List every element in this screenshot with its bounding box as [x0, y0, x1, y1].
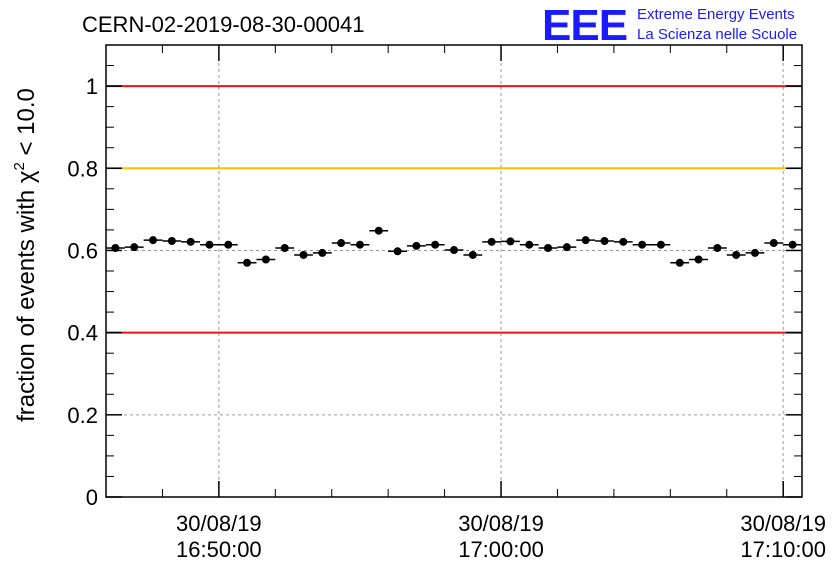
- data-point: [576, 236, 596, 245]
- data-marker: [487, 237, 496, 246]
- data-point: [294, 250, 313, 259]
- y-axis-label-symbol: χ: [13, 170, 40, 183]
- data-marker: [318, 248, 327, 257]
- data-marker: [355, 240, 364, 249]
- data-marker: [205, 240, 214, 249]
- data-point: [275, 243, 295, 252]
- data-marker: [619, 237, 628, 246]
- data-point: [557, 243, 577, 252]
- data-marker: [374, 226, 383, 235]
- data-point: [406, 241, 426, 250]
- data-marker: [130, 243, 139, 252]
- x-tick-time: 16:50:00: [176, 537, 262, 562]
- data-point: [181, 237, 201, 246]
- data-point: [425, 240, 445, 249]
- y-tick-label: 0.6: [67, 238, 98, 263]
- data-point: [783, 240, 802, 249]
- y-axis-label-sup: 2: [11, 162, 28, 170]
- x-tick-time: 17:00:00: [458, 537, 544, 562]
- data-point: [519, 240, 539, 249]
- data-marker: [675, 258, 684, 267]
- data-point: [651, 240, 671, 249]
- data-point: [613, 237, 633, 246]
- data-point: [312, 248, 332, 257]
- data-point: [707, 243, 727, 252]
- data-point: [143, 236, 163, 245]
- data-marker: [694, 255, 703, 264]
- data-point: [501, 237, 520, 246]
- data-marker: [261, 255, 270, 264]
- data-point: [726, 250, 746, 259]
- data-marker: [525, 240, 534, 249]
- data-marker: [788, 240, 797, 249]
- y-axis-label-main: fraction of events with: [13, 183, 40, 422]
- data-marker: [299, 250, 308, 259]
- y-axis-label: fraction of events with χ2 < 10.0: [11, 88, 40, 422]
- data-marker: [732, 250, 741, 259]
- data-point: [595, 237, 614, 246]
- y-tick-label: 0: [86, 485, 98, 510]
- data-marker: [393, 247, 402, 256]
- data-marker: [544, 243, 553, 252]
- data-point: [764, 239, 784, 248]
- data-marker: [243, 258, 252, 267]
- data-marker: [224, 240, 233, 249]
- data-marker: [750, 248, 759, 257]
- data-marker: [280, 243, 289, 252]
- logo-line-2: La Scienza nelle Scuole: [637, 26, 797, 43]
- logo-mark: EEE: [542, 1, 627, 50]
- data-marker: [581, 236, 590, 245]
- chart-title: CERN-02-2019-08-30-00041: [82, 12, 365, 37]
- logo-line-1: Extreme Energy Events: [637, 6, 795, 23]
- data-point: [444, 246, 464, 255]
- x-tick-date: 30/08/19: [176, 511, 262, 536]
- data-point: [218, 240, 238, 249]
- x-tick-date: 30/08/19: [740, 511, 826, 536]
- reference-lines: [106, 85, 802, 334]
- data-marker: [638, 240, 647, 249]
- data-marker: [450, 246, 458, 255]
- y-tick-label: 0.8: [67, 156, 98, 181]
- data-marker: [713, 243, 722, 252]
- data-point: [689, 255, 708, 264]
- data-marker: [562, 243, 571, 252]
- data-point: [350, 240, 370, 249]
- data-point: [538, 243, 558, 252]
- data-marker: [600, 237, 609, 246]
- data-marker: [468, 250, 477, 259]
- data-marker: [337, 239, 346, 248]
- data-point: [162, 237, 182, 246]
- eee-logo: EEE Extreme Energy Events La Scienza nel…: [542, 1, 797, 50]
- data-marker: [431, 240, 440, 249]
- data-point: [200, 240, 219, 249]
- data-point: [482, 237, 502, 246]
- data-point: [237, 258, 257, 267]
- data-point: [331, 239, 351, 248]
- x-tick-date: 30/08/19: [458, 511, 544, 536]
- data-point: [745, 248, 765, 257]
- data-marker: [656, 240, 665, 249]
- axes: 00.20.40.60.8130/08/1916:50:0030/08/1917…: [67, 45, 826, 562]
- data-marker: [149, 236, 158, 245]
- y-tick-label: 0.4: [67, 321, 98, 346]
- data-point: [124, 243, 144, 252]
- data-point: [256, 255, 276, 264]
- data-point: [388, 247, 407, 256]
- data-marker: [186, 237, 195, 246]
- data-point: [670, 258, 690, 267]
- y-tick-label: 0.2: [67, 403, 98, 428]
- y-tick-label: 1: [86, 74, 98, 99]
- data-point: [632, 240, 652, 249]
- data-marker: [412, 241, 421, 250]
- data-point: [369, 226, 389, 235]
- x-tick-time: 17:10:00: [740, 537, 826, 562]
- data-marker: [506, 237, 515, 246]
- data-marker: [769, 239, 778, 248]
- data-point: [463, 250, 483, 259]
- data-marker: [167, 237, 176, 246]
- y-axis-label-tail: < 10.0: [13, 88, 40, 162]
